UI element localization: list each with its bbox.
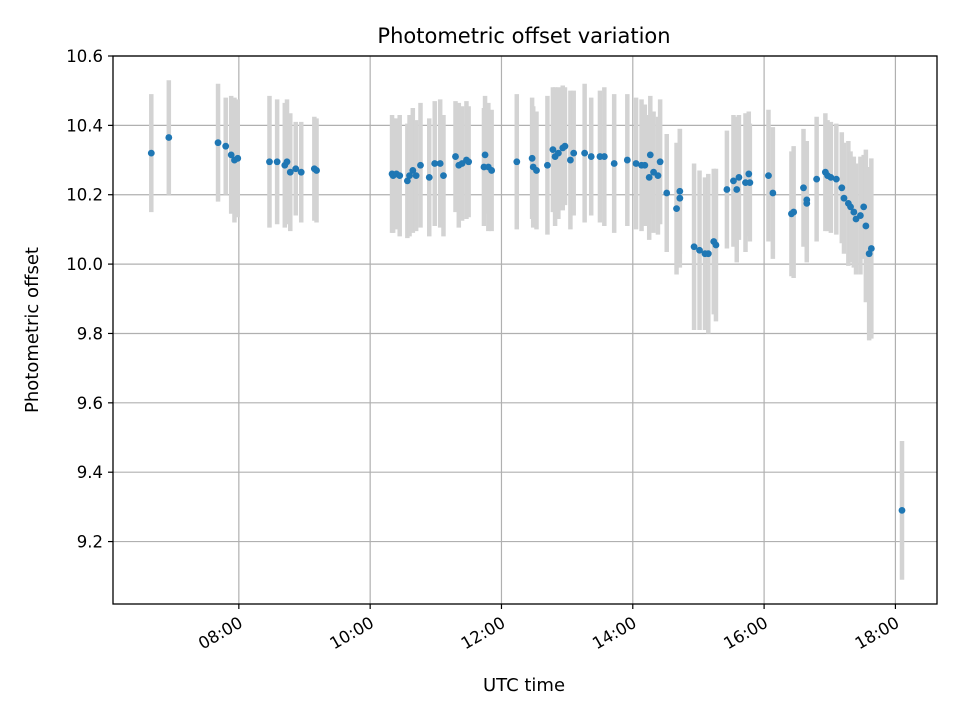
data-point <box>730 177 737 185</box>
y-tick-label: 9.6 <box>77 394 103 413</box>
data-point <box>570 149 578 157</box>
data-point <box>641 161 649 169</box>
data-point <box>676 187 684 195</box>
y-tick-label: 10.2 <box>66 186 103 205</box>
data-point <box>696 246 703 254</box>
data-point <box>409 167 417 174</box>
data-point <box>234 154 242 162</box>
data-point <box>646 151 654 159</box>
data-point <box>663 189 671 197</box>
x-axis-label: UTC time <box>483 675 565 696</box>
y-tick-label: 9.8 <box>77 324 103 343</box>
data-point <box>581 149 589 157</box>
data-point <box>676 194 684 202</box>
data-point <box>403 177 411 185</box>
data-point <box>286 168 294 176</box>
data-point <box>313 167 320 174</box>
data-point <box>827 173 835 181</box>
data-point <box>733 186 741 193</box>
data-point <box>746 179 754 186</box>
plot-frame <box>112 55 938 605</box>
data-point <box>513 158 521 166</box>
data-point <box>417 161 424 169</box>
data-point <box>800 184 807 192</box>
data-point <box>549 146 557 154</box>
data-point <box>712 241 720 249</box>
data-point <box>406 172 413 180</box>
data-point <box>862 222 870 230</box>
data-point <box>481 151 489 159</box>
chart-title: Photometric offset variation <box>377 24 670 48</box>
data-point <box>673 205 680 213</box>
data-point <box>813 175 821 183</box>
data-point <box>704 250 712 258</box>
y-tick-label: 9.2 <box>77 533 103 552</box>
data-point <box>832 175 840 183</box>
y-tick-label: 10.6 <box>66 47 103 66</box>
data-point <box>554 149 562 157</box>
data-point <box>856 212 864 219</box>
y-tick-label: 10.4 <box>66 116 103 135</box>
data-point <box>544 161 551 169</box>
y-axis-ticks: 9.2 9.4 9.6 9.8 10.0 10.2 10.4 10.6 <box>66 47 113 552</box>
data-point <box>165 134 173 141</box>
data-point <box>723 186 731 193</box>
data-point <box>838 184 846 192</box>
data-point <box>273 158 281 166</box>
data-point <box>847 203 854 211</box>
data-point <box>425 173 433 181</box>
data-point <box>465 158 473 166</box>
data-point <box>867 245 875 252</box>
data-point <box>297 168 305 176</box>
data-point <box>645 173 653 181</box>
data-point <box>440 172 447 180</box>
data-point <box>488 167 496 174</box>
data-point <box>765 172 772 180</box>
data-point <box>431 160 439 167</box>
data-point <box>222 142 230 150</box>
y-tick-label: 9.4 <box>77 463 103 482</box>
data-point <box>850 208 858 216</box>
data-point <box>266 158 273 166</box>
data-point <box>533 167 540 174</box>
data-point <box>656 158 664 166</box>
data-point <box>567 156 574 164</box>
data-point <box>865 250 873 258</box>
data-point <box>587 153 595 160</box>
data-point <box>452 153 459 160</box>
data-point <box>623 156 631 164</box>
data-point <box>436 160 444 167</box>
data-point <box>632 160 640 167</box>
data-point <box>292 165 300 173</box>
data-point <box>860 203 868 211</box>
data-point <box>610 160 618 167</box>
data-point <box>654 172 662 180</box>
data-point <box>600 153 608 160</box>
data-point <box>745 170 753 178</box>
data-point <box>147 149 155 157</box>
data-point <box>528 154 536 162</box>
data-point <box>735 173 743 181</box>
data-point <box>790 208 798 216</box>
data-point <box>803 200 811 207</box>
data-point <box>769 189 777 197</box>
data-point <box>396 172 404 180</box>
data-point <box>227 151 235 159</box>
data-points <box>147 134 906 514</box>
data-point <box>412 172 420 180</box>
data-point <box>561 142 569 150</box>
y-tick-label: 10.0 <box>66 255 103 274</box>
y-axis-label: Photometric offset <box>22 247 43 413</box>
data-point <box>283 158 291 166</box>
data-point <box>214 139 222 147</box>
data-point <box>840 194 848 202</box>
data-point <box>898 506 906 514</box>
data-point <box>690 243 698 251</box>
